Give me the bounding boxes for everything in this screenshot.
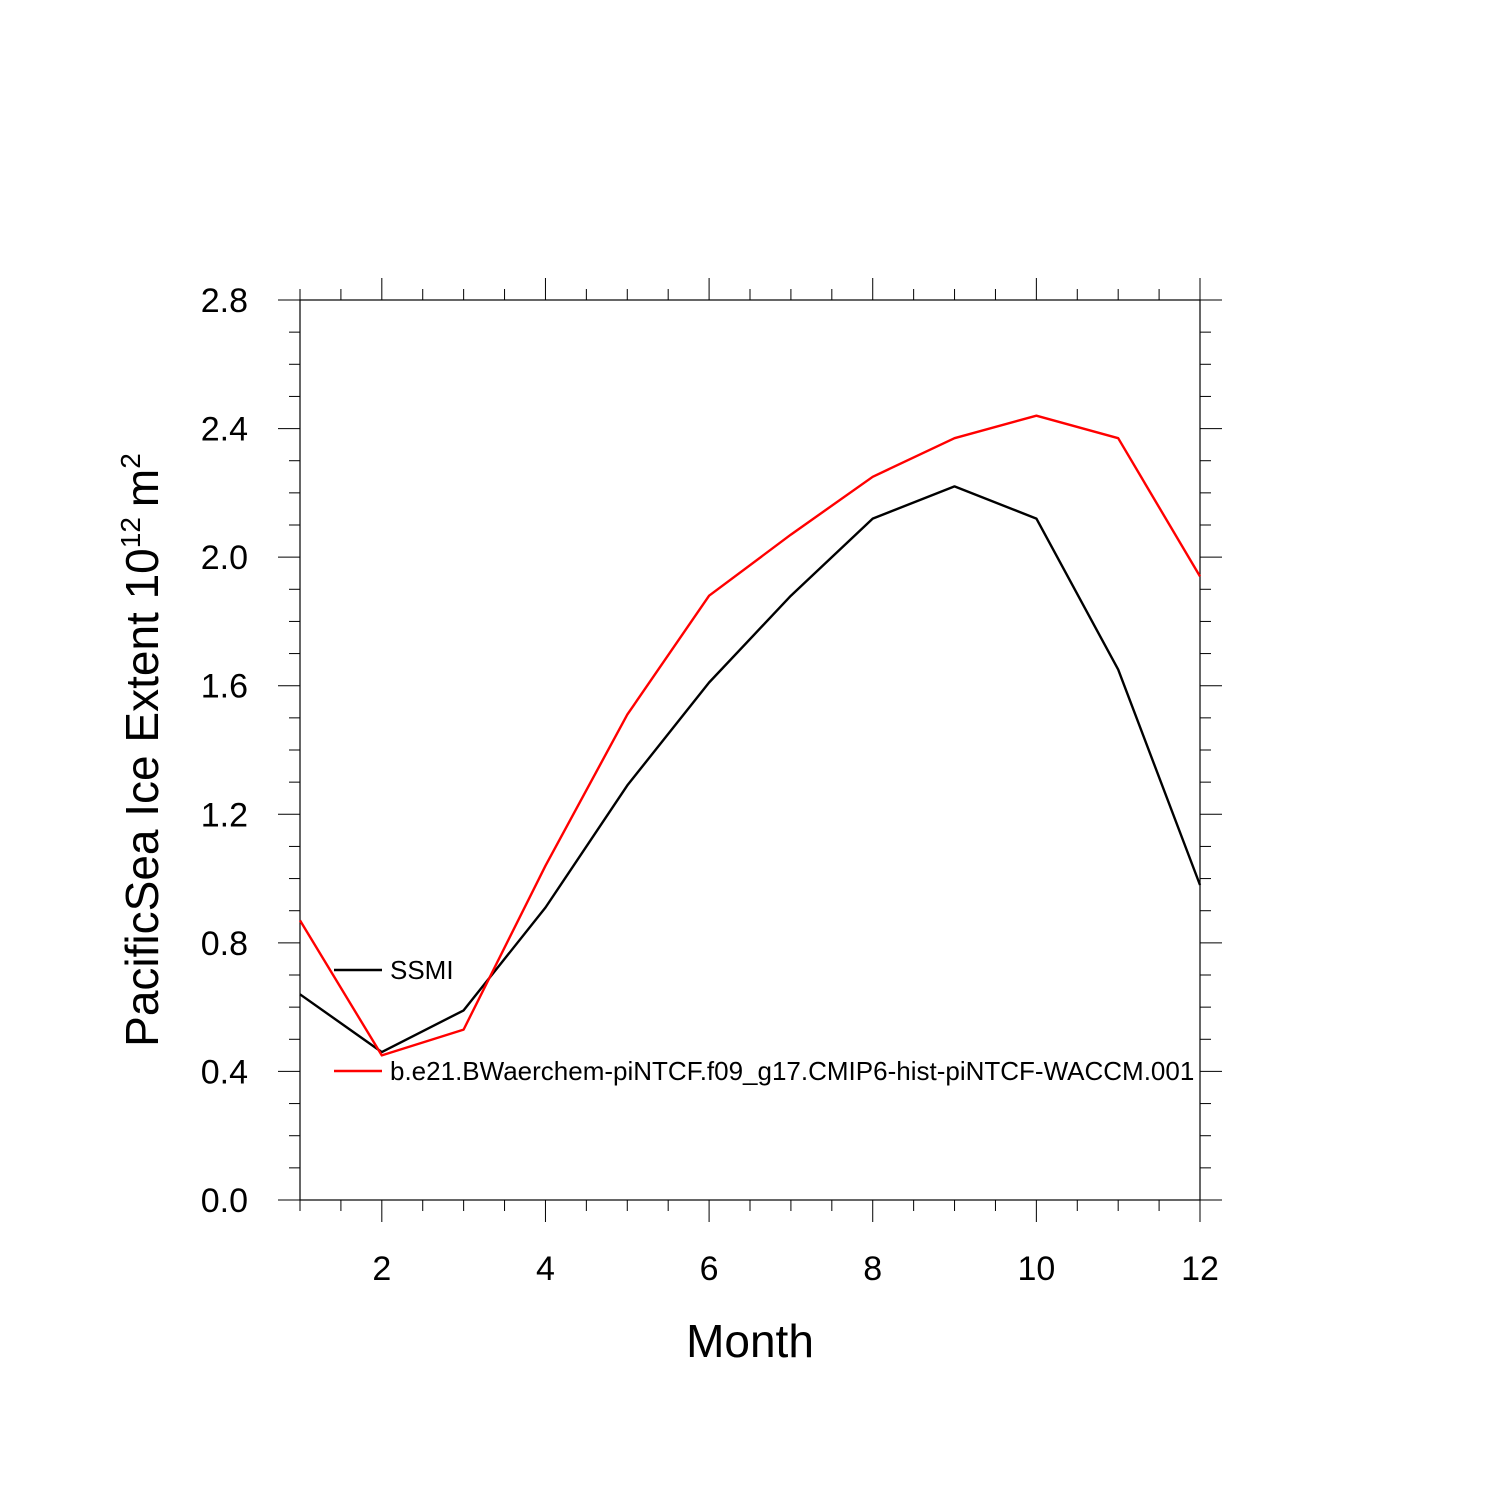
y-tick-label: 0.4 [201, 1053, 248, 1091]
legend-label: SSMI [390, 955, 454, 985]
series-lines [298, 414, 1202, 1057]
y-axis-title-unit-exponent: 2 [115, 453, 146, 469]
y-tick-label: 0.8 [201, 925, 248, 963]
x-tick-label: 6 [700, 1250, 719, 1288]
y-axis-title-unit: m [116, 469, 168, 507]
x-tick-label: 12 [1181, 1250, 1219, 1288]
x-tick-label: 2 [372, 1250, 391, 1288]
legend-label: b.e21.BWaerchem-piNTCF.f09_g17.CMIP6-his… [390, 1056, 1194, 1086]
y-tick-label: 0.0 [201, 1182, 248, 1220]
x-axis-title: Month [686, 1315, 814, 1367]
y-tick-label: 1.6 [201, 668, 248, 706]
series-line-model [298, 414, 1202, 1057]
y-axis-title-exponent: 12 [115, 517, 146, 548]
y-axis-title: PacificSea Ice Extent 1012 m2 [115, 453, 168, 1047]
axis-ticks [278, 278, 1222, 1222]
y-tick-label: 2.8 [201, 282, 248, 320]
y-tick-label: 2.0 [201, 539, 248, 577]
y-tick-label: 1.2 [201, 796, 248, 834]
x-tick-label: 4 [536, 1250, 555, 1288]
y-axis-title-main: PacificSea Ice Extent 10 [116, 548, 168, 1047]
x-tick-label: 8 [863, 1250, 882, 1288]
tick-labels: 2 4 6 8 10 12 0.0 0.4 0.8 1.2 1.6 2.0 2.4 2.8 [201, 282, 1219, 1288]
legend: SSMI b.e21.BWaerchem-piNTCF.f09_g17.CMIP6… [334, 955, 1194, 1086]
x-tick-label: 10 [1017, 1250, 1055, 1288]
series-line-ssmi [299, 485, 1202, 1054]
y-tick-label: 2.4 [201, 411, 248, 449]
